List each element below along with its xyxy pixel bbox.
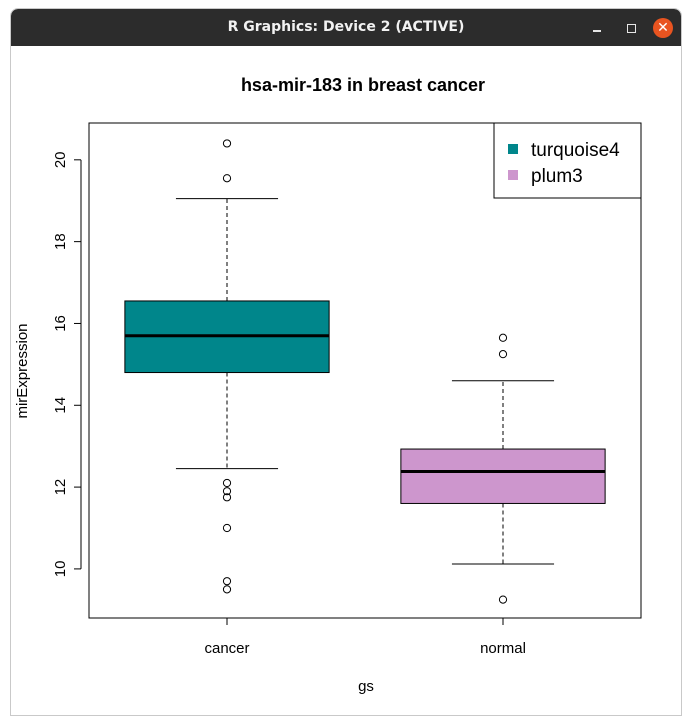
- legend-swatch: [508, 144, 518, 154]
- legend-swatch: [508, 170, 518, 180]
- legend-label: turquoise4: [531, 140, 620, 161]
- outlier-point: [222, 523, 232, 533]
- close-button[interactable]: ✕: [653, 18, 673, 38]
- window-title: R Graphics: Device 2 (ACTIVE): [227, 19, 465, 35]
- title-bar[interactable]: R Graphics: Device 2 (ACTIVE) ✕: [11, 9, 681, 46]
- y-tick-label: 14: [52, 397, 69, 414]
- x-tick-label: normal: [480, 640, 526, 657]
- outlier-point: [222, 478, 232, 488]
- y-tick-label: 16: [52, 315, 69, 332]
- outlier-point: [222, 493, 232, 502]
- y-axis-label: mirExpression: [14, 323, 31, 418]
- x-axis-label: gs: [358, 678, 374, 695]
- outlier-point: [498, 333, 508, 342]
- minimize-button[interactable]: [587, 18, 607, 38]
- close-icon: ✕: [657, 20, 669, 36]
- legend-box: [493, 122, 642, 199]
- legend: turquoise4 plum3: [493, 122, 642, 199]
- outlier-point: [222, 585, 232, 594]
- y-tick-label: 20: [52, 151, 69, 168]
- boxes-layer: [124, 139, 606, 604]
- outlier-point: [222, 174, 232, 183]
- y-tick-label: 12: [52, 479, 69, 496]
- outlier-point: [222, 487, 232, 496]
- maximize-button[interactable]: [621, 18, 641, 38]
- box-cancer: [124, 139, 330, 594]
- minimize-icon: [593, 30, 601, 32]
- outlier-point: [498, 350, 508, 359]
- outlier-point: [498, 595, 508, 604]
- maximize-icon: [626, 23, 636, 33]
- y-axis: 10 12 14 16 18 20: [52, 151, 82, 578]
- box-normal: [400, 333, 606, 604]
- y-tick-label: 18: [52, 233, 69, 250]
- x-tick-label: cancer: [204, 640, 249, 657]
- x-axis: cancer normal: [204, 617, 526, 657]
- legend-label: plum3: [531, 166, 583, 187]
- iqr-box: [400, 448, 606, 504]
- outlier-point: [222, 139, 232, 148]
- chart-title: hsa-mir-183 in breast cancer: [241, 75, 485, 95]
- y-tick-label: 10: [52, 561, 69, 578]
- outlier-point: [222, 577, 232, 586]
